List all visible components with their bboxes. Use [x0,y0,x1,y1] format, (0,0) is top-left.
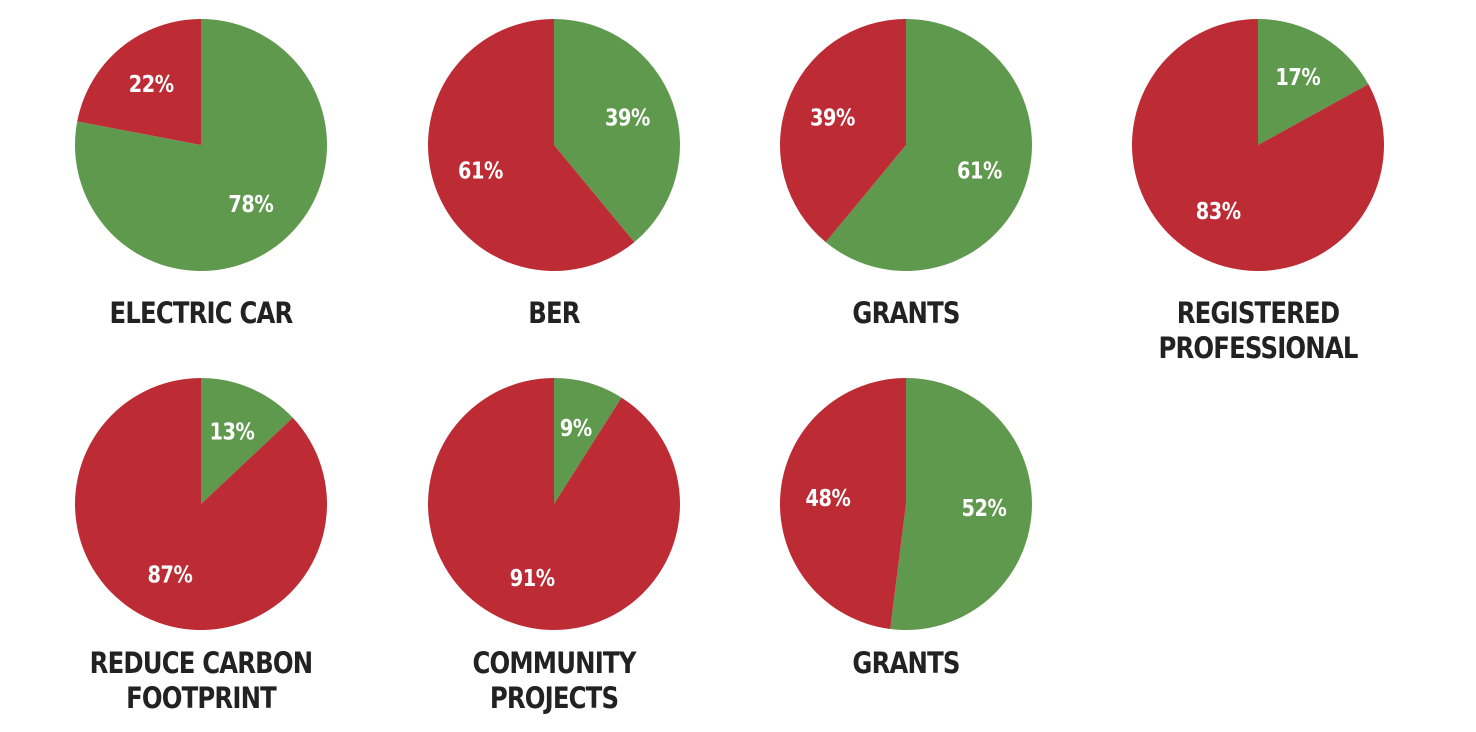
pie-chart-5: 13% 87% [74,377,327,630]
pie-slice-positive [554,378,622,504]
pie-chart-label-line: BER [528,296,580,330]
pie-chart-3: 61% 39% [780,19,1033,271]
pie-chart-1: 78% 22% [74,19,327,271]
slice-percent-label: 52% [962,495,1007,522]
pie-chart-label: BER [420,296,689,331]
pie-slice-negative [779,378,906,630]
pie-slice-negative [74,377,327,630]
pie-slice-negative [77,19,201,145]
pie-chart-label-line: PROJECTS [489,681,619,715]
slice-percent-label: 91% [510,565,555,592]
pie-chart-4: 17% 83% [1131,19,1384,271]
slice-percent-label: 78% [228,192,273,219]
pie-slice-positive [74,19,327,271]
pie-slice-positive [554,19,680,243]
pie-chart-label-line: FOOTPRINT [126,681,277,715]
pie-chart-label-line: COMMUNITY [472,646,636,680]
pie-chart-label-line: REDUCE CARBON [89,646,313,680]
pie-chart-label-line: PROFESSIONAL [1158,331,1358,365]
pie-chart-6: 9% 91% [428,378,681,630]
pie-slice-negative [428,378,681,630]
slice-percent-label: 48% [806,486,851,513]
pie-slice-negative [427,19,635,271]
slice-percent-label: 87% [148,562,193,589]
pie-chart-label: ELECTRIC CAR [67,296,336,331]
pie-chart-label: REDUCE CARBON FOOTPRINT [67,646,336,716]
pie-slice-positive [1258,19,1369,145]
slice-percent-label: 39% [810,105,855,132]
slice-percent-label: 61% [957,158,1002,185]
pie-chart-label-line: ELECTRIC CAR [109,296,294,330]
pie-slice-negative [780,19,906,243]
pie-slice-positive [825,19,1033,271]
pie-chart-label: COMMUNITY PROJECTS [420,646,689,716]
slice-percent-label: 61% [458,158,503,185]
pie-slice-negative [1131,19,1384,271]
pie-chart-label: GRANTS [772,296,1041,331]
pie-chart-2: 39% 61% [427,19,680,271]
slice-percent-label: 9% [560,415,592,442]
slice-percent-label: 83% [1196,199,1241,226]
pie-chart-label: GRANTS [772,646,1041,681]
slice-percent-label: 22% [129,71,174,98]
slice-percent-label: 39% [605,105,650,132]
pie-chart-label-line: REGISTERED [1176,296,1340,330]
pie-chart-label-line: GRANTS [852,646,960,680]
slice-percent-label: 17% [1275,64,1320,91]
pie-chart-7: 52% 48% [779,378,1032,630]
slice-percent-label: 13% [210,419,255,446]
pie-chart-label: REGISTERED PROFESSIONAL [1124,296,1393,366]
pie-chart-label-line: GRANTS [852,296,960,330]
pie-slice-positive [201,378,293,504]
pie-slice-positive [890,378,1032,630]
